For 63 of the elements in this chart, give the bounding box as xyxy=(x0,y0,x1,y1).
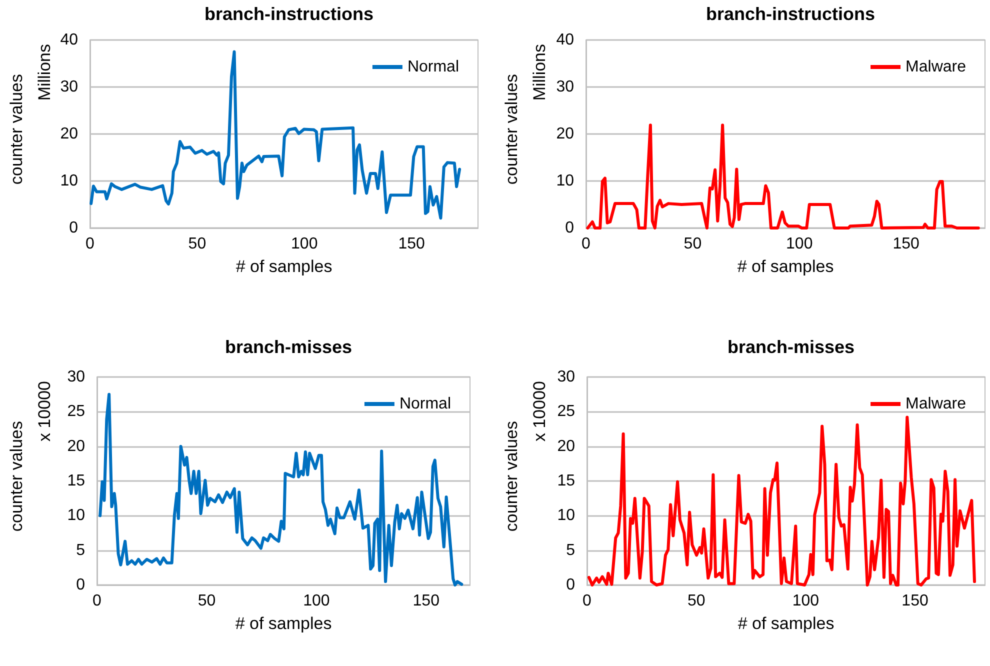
y-tick-label: 30 xyxy=(67,368,86,386)
x-tick-label: 150 xyxy=(412,592,440,610)
y-axis-title: counter values xyxy=(7,74,26,185)
x-tick-label: 50 xyxy=(687,592,706,610)
x-tick-label: 100 xyxy=(303,592,330,610)
y-tick-label: 10 xyxy=(556,172,574,190)
x-tick-label: 50 xyxy=(198,592,216,610)
x-tick-label: 50 xyxy=(188,236,206,252)
x-tick-label: 100 xyxy=(786,236,813,252)
x-axis-title: # of samples xyxy=(737,257,834,276)
y-tick-label: 10 xyxy=(67,507,86,524)
y-tick-label: 30 xyxy=(556,78,574,96)
line-series xyxy=(587,416,976,586)
y-tick-label: 20 xyxy=(67,438,86,455)
y-axis-title: counter values xyxy=(502,420,521,532)
legend-label: Malware xyxy=(906,58,966,76)
x-tick-label: 0 xyxy=(92,592,102,610)
y-tick-label: 20 xyxy=(557,438,576,455)
text: Millions xyxy=(35,44,54,101)
x-tick-label: 50 xyxy=(684,236,702,252)
x-tick-label: 0 xyxy=(582,592,592,610)
text: x 10000 xyxy=(35,380,54,442)
y-tick-label: 0 xyxy=(76,576,86,594)
y-tick-label: 15 xyxy=(557,472,576,490)
y-tick-label: 5 xyxy=(566,542,576,559)
text: x 10000 xyxy=(530,380,549,442)
y-axis-title: counter values xyxy=(502,74,521,185)
chart-title: branch-misses xyxy=(224,337,352,357)
x-axis-title: # of samples xyxy=(235,614,332,633)
line-series xyxy=(586,124,980,230)
y-tick-label: 10 xyxy=(60,172,78,190)
y-tick-label: 15 xyxy=(67,472,86,490)
text: Millions xyxy=(530,44,549,101)
x-tick-label: 100 xyxy=(792,592,820,610)
x-axis-title: # of samples xyxy=(738,614,834,633)
y-tick-label: 20 xyxy=(60,126,78,142)
y-tick-label: 25 xyxy=(557,403,576,420)
x-axis-title: # of samples xyxy=(236,257,332,276)
y-tick-label: 20 xyxy=(556,126,574,142)
y-tick-label: 10 xyxy=(557,507,576,524)
y-tick-label: 25 xyxy=(67,403,86,420)
chart-title: branch-instructions xyxy=(204,4,374,24)
line-series xyxy=(90,50,462,220)
y-axis-title: counter values xyxy=(7,420,26,532)
legend-label: Normal xyxy=(407,58,459,76)
y-tick-label: 0 xyxy=(69,220,78,236)
legend-label: Normal xyxy=(399,396,451,412)
chart-title: branch-instructions xyxy=(706,4,876,24)
y-tick-label: 5 xyxy=(76,542,86,559)
y-tick-label: 30 xyxy=(60,78,78,96)
x-tick-label: 150 xyxy=(398,236,425,252)
x-tick-label: 150 xyxy=(902,592,928,610)
legend-label: Malware xyxy=(906,396,966,412)
x-tick-label: 100 xyxy=(291,236,318,252)
chart-title: branch-misses xyxy=(727,337,855,357)
y-tick-label: 30 xyxy=(557,368,576,386)
y-tick-label: 0 xyxy=(565,220,574,236)
y-tick-label: 40 xyxy=(556,32,574,48)
y-tick-label: 40 xyxy=(60,32,78,48)
y-tick-label: 0 xyxy=(566,576,576,594)
line-series xyxy=(98,392,464,586)
x-tick-label: 0 xyxy=(582,236,591,252)
x-tick-label: 150 xyxy=(892,236,920,252)
